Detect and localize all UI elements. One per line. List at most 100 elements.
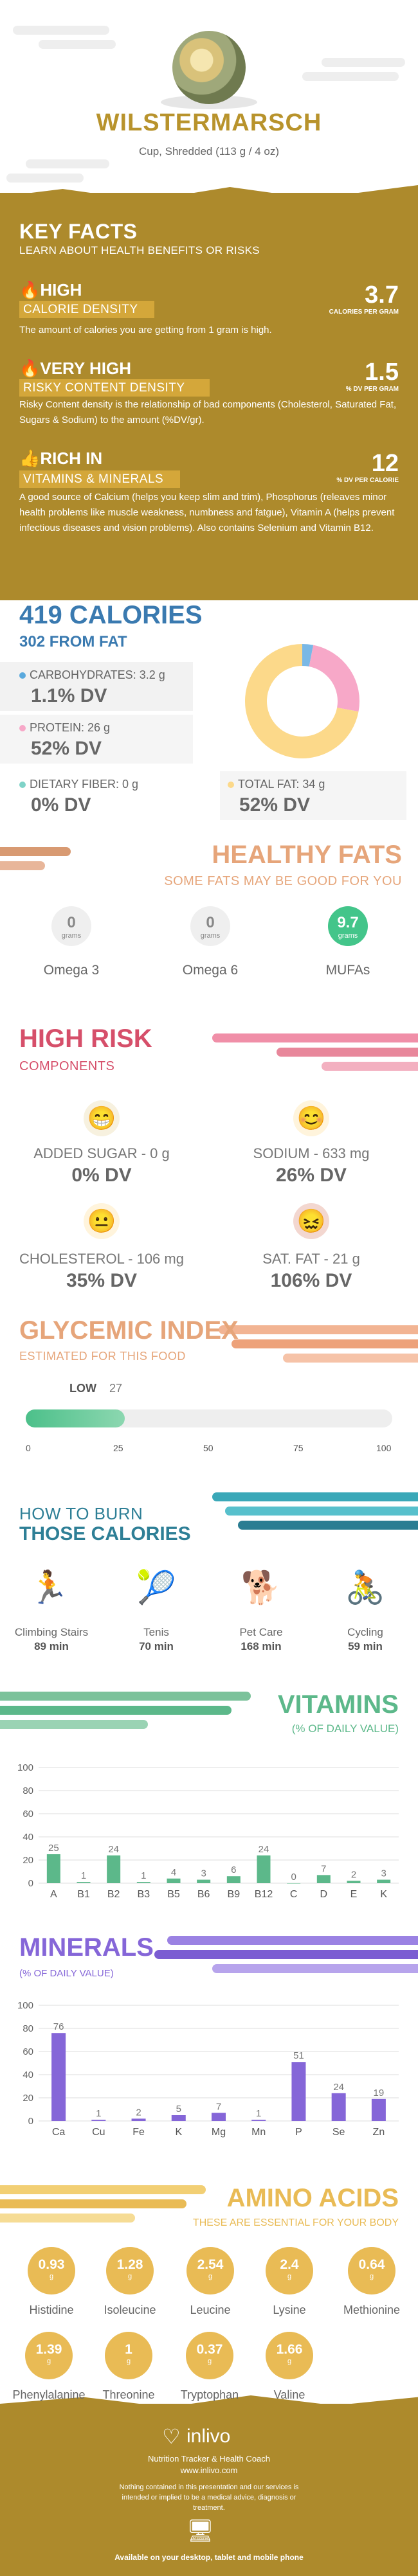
sodium-dv: 26% DV — [275, 1165, 347, 1186]
fact-description: The amount of calories you are getting f… — [19, 325, 272, 335]
mufa-value: 9.7 — [337, 914, 359, 931]
bar-value-label: 1 — [141, 1870, 146, 1881]
devices-icon: 🖥 — [186, 2519, 215, 2543]
burn-title-2: THOSE CALORIES — [19, 1523, 191, 1544]
bar-value-label: 0 — [291, 1872, 296, 1883]
donut-slice-protein — [308, 645, 359, 712]
fact-label: RISKY CONTENT DENSITY — [19, 379, 210, 397]
fat-dot — [228, 782, 234, 788]
amino-subtitle: THESE ARE ESSENTIAL FOR YOUR BODY — [192, 2217, 399, 2228]
decor-cloud — [39, 40, 116, 49]
flame-icon: 🔥 — [19, 359, 41, 378]
fiber-row: DIETARY FIBER: 0 g 0% DV — [0, 771, 193, 820]
grin-face-icon: 😁 — [84, 1100, 120, 1136]
y-tick-label: 0 — [28, 2116, 33, 2127]
omega3-unit: grams — [61, 932, 82, 940]
glycemic-tick: 50 — [203, 1443, 214, 1453]
heart-logo-icon: ♡ — [162, 2425, 181, 2448]
fact-value: 1.5 — [365, 359, 399, 386]
x-tick-label: Ca — [52, 2127, 66, 2138]
burn-activity-label: Tenis — [143, 1626, 169, 1638]
amino-unit: g — [208, 2273, 213, 2280]
x-tick-label: C — [290, 1889, 298, 1900]
decor-stripe — [219, 1325, 418, 1334]
amino-name: Threonine — [102, 2388, 155, 2401]
added-sugar-dv: 0% DV — [71, 1165, 132, 1186]
bar-value-label: 25 — [48, 1843, 59, 1854]
mufa-circle: 9.7 grams — [328, 906, 368, 946]
decor-stripe — [277, 1048, 418, 1057]
key-facts-section: KEY FACTS LEARN ABOUT HEALTH BENEFITS OR… — [0, 185, 418, 600]
amino-value: 2.54 — [197, 2257, 224, 2272]
fact-description: Risky Content density is the relationshi… — [19, 399, 397, 425]
x-tick-label: Se — [332, 2127, 345, 2138]
y-tick-label: 80 — [23, 1785, 33, 1796]
amino-unit: g — [287, 2273, 292, 2280]
food-serving: Cup, Shredded (113 g / 4 oz) — [139, 145, 279, 157]
bar-value-label: 6 — [231, 1865, 236, 1875]
cycling-icon: 🚴 — [345, 1570, 386, 1606]
carbs-label: CARBOHYDRATES: 3.2 g — [30, 668, 165, 681]
x-tick-label: B6 — [197, 1889, 210, 1900]
decor-stripe — [0, 1720, 148, 1729]
burn-activity-label: Cycling — [347, 1626, 383, 1638]
bar — [136, 1882, 150, 1883]
decor-stripe — [225, 1507, 418, 1516]
amino-unit: g — [127, 2273, 132, 2280]
amino-value: 0.37 — [196, 2342, 223, 2357]
x-tick-label: Zn — [373, 2127, 385, 2138]
omega6-value: 0 — [206, 914, 215, 931]
glycemic-subtitle: ESTIMATED FOR THIS FOOD — [19, 1350, 186, 1363]
fact-description: A good source of Calcium (helps you keep… — [19, 492, 395, 533]
bar-value-label: 24 — [108, 1844, 119, 1855]
carbs-row: CARBOHYDRATES: 3.2 g 1.1% DV — [0, 662, 193, 711]
amino-unit: g — [49, 2273, 54, 2280]
calories-title: 419 CALORIES — [19, 601, 203, 629]
calorie-donut-chart — [245, 644, 359, 758]
footer-disclaimer: Nothing contained in this presentation a… — [119, 2483, 299, 2512]
amino-unit: g — [46, 2357, 51, 2365]
decor-stripe — [167, 1936, 418, 1945]
sodium-label: SODIUM - 633 mg — [253, 1145, 370, 1161]
bar — [251, 2120, 266, 2121]
x-tick-label: Fe — [132, 2127, 145, 2138]
food-title: WILSTERMARSCH — [96, 109, 322, 136]
amino-unit: g — [287, 2357, 292, 2365]
vitamins-title: VITAMINS — [277, 1690, 399, 1719]
decor-stripe — [0, 861, 45, 870]
protein-dv: 52% DV — [31, 738, 102, 759]
bar-value-label: 1 — [256, 2108, 261, 2119]
fiber-dot — [19, 782, 26, 788]
sat-fat-label: SAT. FAT - 21 g — [262, 1251, 360, 1267]
bar-value-label: 2 — [136, 2107, 141, 2118]
neutral-face-icon: 😐 — [84, 1203, 120, 1239]
amino-name: Lysine — [273, 2303, 306, 2316]
amino-value: 2.4 — [280, 2257, 299, 2272]
protein-dot — [19, 725, 26, 731]
decor-stripe — [283, 1354, 418, 1363]
key-facts-title: KEY FACTS — [19, 220, 138, 243]
amino-circle: 0.64 g — [348, 2247, 395, 2294]
y-tick-label: 40 — [23, 1832, 33, 1843]
bar — [167, 1878, 181, 1883]
footer: ♡ inlivo Nutrition Tracker & Health Coac… — [0, 2395, 418, 2576]
decor-stripe — [0, 1706, 232, 1715]
fact-label: VITAMINS & MINERALS — [19, 470, 180, 488]
bar — [131, 2118, 146, 2121]
footer-url[interactable]: www.inlivo.com — [180, 2465, 238, 2475]
decor-stripe — [212, 1033, 418, 1042]
bar-value-label: 2 — [351, 1869, 356, 1880]
bar-value-label: 7 — [216, 2101, 221, 2112]
high-risk-title: HIGH RISK — [19, 1024, 152, 1053]
amino-value: 1.66 — [276, 2342, 303, 2357]
carbs-dv: 1.1% DV — [31, 685, 107, 706]
bar-value-label: 5 — [176, 2104, 181, 2115]
bar — [212, 2113, 226, 2121]
bar — [377, 1879, 391, 1883]
bar — [51, 2033, 66, 2121]
y-tick-label: 60 — [23, 2046, 33, 2057]
amino-unit: g — [207, 2357, 212, 2365]
bar-value-label: 7 — [321, 1863, 326, 1874]
bar — [291, 2062, 306, 2121]
flame-icon: 🔥 — [19, 280, 41, 300]
